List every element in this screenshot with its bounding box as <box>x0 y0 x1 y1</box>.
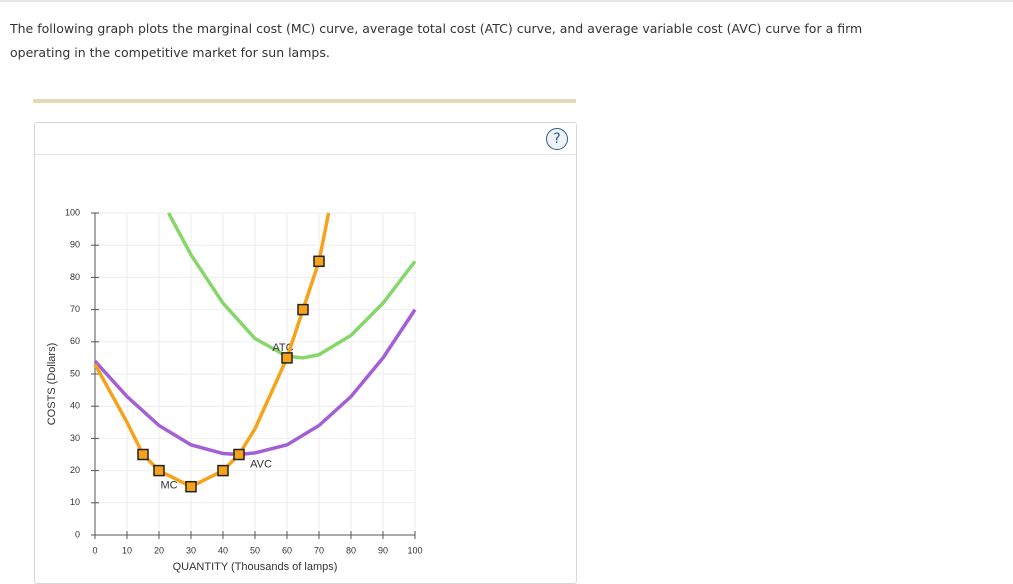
x-tick-label: 20 <box>154 545 164 555</box>
y-axis-label: COSTS (Dollars) <box>46 343 58 426</box>
mc-point <box>137 448 149 461</box>
mc-point <box>185 480 197 493</box>
y-tick-label: 40 <box>70 401 80 411</box>
mc-point <box>281 352 293 364</box>
x-tick-label: 70 <box>314 545 324 555</box>
y-tick-label: 100 <box>65 207 80 217</box>
y-tick-label: 50 <box>70 368 80 378</box>
curve <box>167 212 417 360</box>
y-tick-label: 70 <box>70 304 80 314</box>
y-tick-label: 80 <box>70 272 80 282</box>
curve-label: MC <box>160 480 177 492</box>
x-tick-label: 100 <box>407 545 422 555</box>
mc-point <box>153 464 165 477</box>
curve <box>93 308 417 457</box>
x-tick-label: 40 <box>218 545 228 555</box>
curve-label: AVC <box>250 458 272 470</box>
mc-point <box>297 303 309 316</box>
x-tick-label: 90 <box>378 545 388 555</box>
help-button[interactable]: ? <box>546 128 568 150</box>
divider <box>33 99 576 103</box>
x-tick-label: 50 <box>250 545 260 555</box>
top-border <box>0 0 1013 2</box>
panel-header-line <box>35 154 576 155</box>
x-tick-label: 0 <box>92 545 97 555</box>
intro-text: The following graph plots the marginal c… <box>10 21 863 60</box>
y-tick-label: 90 <box>70 240 80 250</box>
y-tick-label: 60 <box>70 336 80 346</box>
x-tick-label: 80 <box>346 545 356 555</box>
x-tick-label: 60 <box>282 545 292 555</box>
y-tick-label: 0 <box>75 529 80 539</box>
x-tick-label: 30 <box>186 545 196 555</box>
x-tick-label: 10 <box>122 545 132 555</box>
y-tick-label: 30 <box>70 433 80 443</box>
mc-point <box>313 255 325 268</box>
x-axis-label: QUANTITY (Thousands of lamps) <box>173 561 338 573</box>
y-tick-label: 10 <box>70 497 80 507</box>
mc-point <box>217 464 229 477</box>
mc-point <box>233 448 245 461</box>
y-tick-label: 20 <box>70 465 80 475</box>
